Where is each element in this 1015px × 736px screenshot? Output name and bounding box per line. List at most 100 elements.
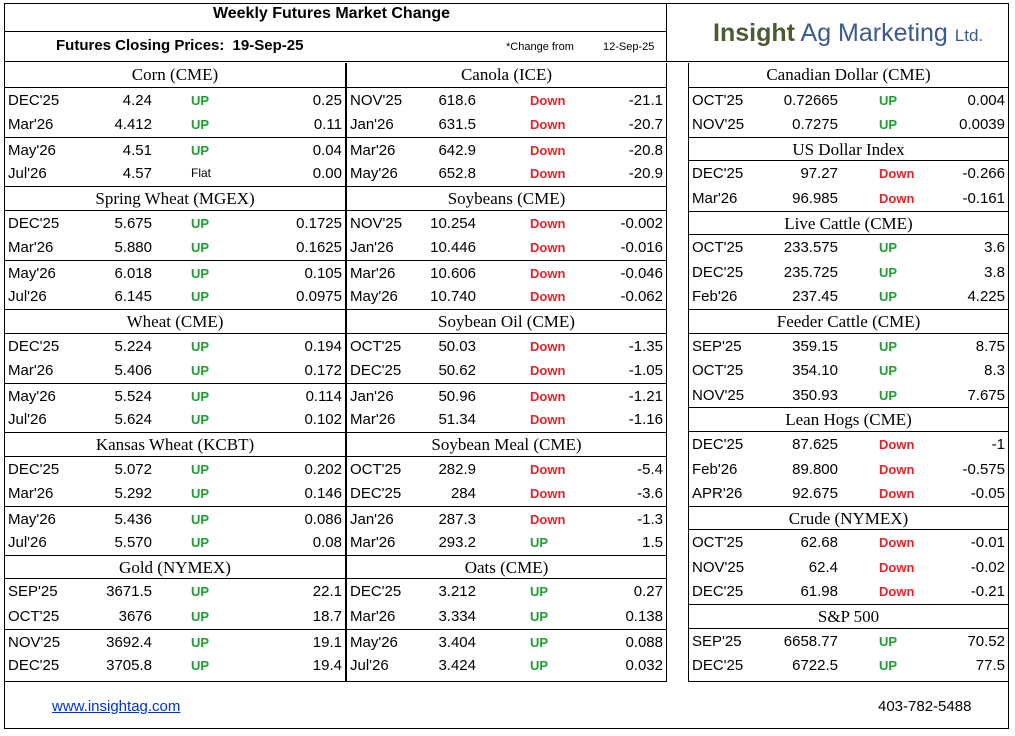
- weekly-change: -0.266: [962, 165, 1005, 183]
- weekly-change: 7.675: [967, 386, 1005, 404]
- weekly-change: -20.7: [628, 116, 663, 134]
- table-row: DEC'25 6722.5 UP 77.5: [689, 653, 1008, 678]
- closing-price: 6658.77: [783, 632, 838, 650]
- closing-price: 284: [450, 485, 476, 503]
- weekly-change: -0.016: [620, 239, 663, 257]
- section-title: Canadian Dollar (CME): [689, 63, 1008, 88]
- section-title: Soybean Oil (CME): [347, 308, 666, 334]
- weekly-change: 1.5: [642, 534, 663, 552]
- direction-indicator: Down: [530, 142, 566, 158]
- table-row: Mar'26 293.2 UP 1.5: [347, 530, 666, 555]
- table-row: APR'26 92.675 Down -0.05: [689, 481, 1008, 506]
- closing-price: 631.5: [438, 116, 476, 134]
- direction-indicator: Down: [879, 461, 915, 477]
- weekly-change: 18.7: [312, 608, 342, 626]
- direction-indicator: UP: [530, 658, 549, 674]
- weekly-change: -20.8: [628, 141, 663, 159]
- logo-ltd: Ltd.: [954, 26, 984, 45]
- table-row: DEC'25 235.725 UP 3.8: [689, 260, 1008, 285]
- closing-price: 97.27: [800, 165, 838, 183]
- weekly-change: 4.225: [967, 288, 1005, 306]
- weekly-change: -0.002: [620, 214, 663, 232]
- closing-price: 61.98: [800, 583, 838, 601]
- direction-indicator: Down: [879, 190, 915, 206]
- closing-price: 287.3: [438, 510, 476, 528]
- closing-price: 5.675: [114, 214, 152, 232]
- direction-indicator: Down: [530, 388, 566, 404]
- contract-month: DEC'25: [692, 657, 744, 675]
- direction-indicator: UP: [879, 117, 898, 133]
- direction-indicator: UP: [879, 338, 898, 354]
- closing-price: 354.10: [792, 362, 838, 380]
- direction-indicator: Down: [879, 559, 915, 575]
- table-row: May'26 5.436 UP 0.086: [5, 505, 345, 531]
- section-title: Corn (CME): [5, 63, 345, 88]
- direction-indicator: UP: [191, 215, 210, 231]
- contract-month: NOV'25: [8, 633, 61, 651]
- closing-price: 5.224: [114, 337, 152, 355]
- closing-price: 10.740: [430, 288, 476, 306]
- column-financials-livestock: Canadian Dollar (CME) OCT'25 0.72665 UP 0.00…: [688, 63, 1009, 682]
- closing-price: 3676: [118, 608, 152, 626]
- table-row: Feb'26 237.45 UP 4.225: [689, 284, 1008, 309]
- weekly-change: 0.0039: [959, 116, 1005, 134]
- website-link[interactable]: www.insightag.com: [52, 698, 181, 715]
- contract-month: DEC'25: [8, 214, 60, 232]
- closing-price: 0.7275: [792, 116, 838, 134]
- closing-price: 6.145: [114, 288, 152, 306]
- closing-price: 5.524: [114, 387, 152, 405]
- contract-month: APR'26: [692, 485, 743, 503]
- contract-month: OCT'25: [692, 362, 744, 380]
- direction-indicator: UP: [191, 535, 210, 551]
- contract-month: OCT'25: [350, 337, 402, 355]
- weekly-change: -0.21: [970, 583, 1005, 601]
- contract-month: SEP'25: [8, 583, 58, 601]
- direction-indicator: UP: [191, 265, 210, 281]
- closing-price: 5.570: [114, 534, 152, 552]
- direction-indicator: UP: [191, 338, 210, 354]
- direction-indicator: Down: [530, 289, 566, 305]
- direction-indicator: UP: [191, 388, 210, 404]
- contract-month: DEC'25: [692, 263, 744, 281]
- contract-month: DEC'25: [8, 460, 60, 478]
- contract-month: May'26: [350, 633, 398, 651]
- contract-month: OCT'25: [692, 534, 744, 552]
- weekly-change: 0.102: [304, 411, 342, 429]
- direction-indicator: Down: [879, 436, 915, 452]
- closing-price: 6722.5: [792, 657, 838, 675]
- closing-price: 87.625: [792, 435, 838, 453]
- table-row: Jan'26 50.96 Down -1.21: [347, 382, 666, 408]
- direction-indicator: Down: [530, 511, 566, 527]
- closing-price: 50.62: [438, 362, 476, 380]
- direction-indicator: Flat: [191, 166, 212, 181]
- table-row: DEC'25 87.625 Down -1: [689, 432, 1008, 457]
- direction-indicator: Down: [530, 215, 566, 231]
- direction-indicator: UP: [191, 117, 210, 133]
- weekly-change: -0.062: [620, 288, 663, 306]
- table-row: OCT'25 233.575 UP 3.6: [689, 235, 1008, 260]
- weekly-change: 8.3: [984, 362, 1005, 380]
- contract-month: May'26: [350, 288, 398, 306]
- page-title: Weekly Futures Market Change: [212, 5, 451, 22]
- weekly-change: 0.08: [312, 534, 342, 552]
- contract-month: Jan'26: [350, 387, 394, 405]
- direction-indicator: Down: [530, 486, 566, 502]
- phone-number: 403-782-5488: [878, 698, 972, 715]
- closing-price: 237.45: [792, 288, 838, 306]
- closing-price: 50.03: [438, 337, 476, 355]
- table-row: DEC'25 284 Down -3.6: [347, 481, 666, 506]
- direction-indicator: UP: [191, 240, 210, 256]
- contract-month: Mar'26: [350, 411, 396, 429]
- table-row: NOV'25 350.93 UP 7.675: [689, 383, 1008, 408]
- contract-month: Mar'26: [692, 189, 738, 207]
- contract-month: NOV'25: [350, 91, 403, 109]
- contract-month: Jul'26: [8, 288, 47, 306]
- contract-month: SEP'25: [692, 632, 742, 650]
- table-row: Mar'26 642.9 Down -20.8: [347, 136, 666, 162]
- weekly-change: -5.4: [637, 460, 663, 478]
- table-row: Jul'26 4.57 Flat 0.00: [5, 161, 345, 186]
- weekly-change: 0.146: [304, 485, 342, 503]
- table-row: DEC'25 50.62 Down -1.05: [347, 358, 666, 383]
- closing-price: 5.072: [114, 460, 152, 478]
- weekly-change: 0.004: [967, 91, 1005, 109]
